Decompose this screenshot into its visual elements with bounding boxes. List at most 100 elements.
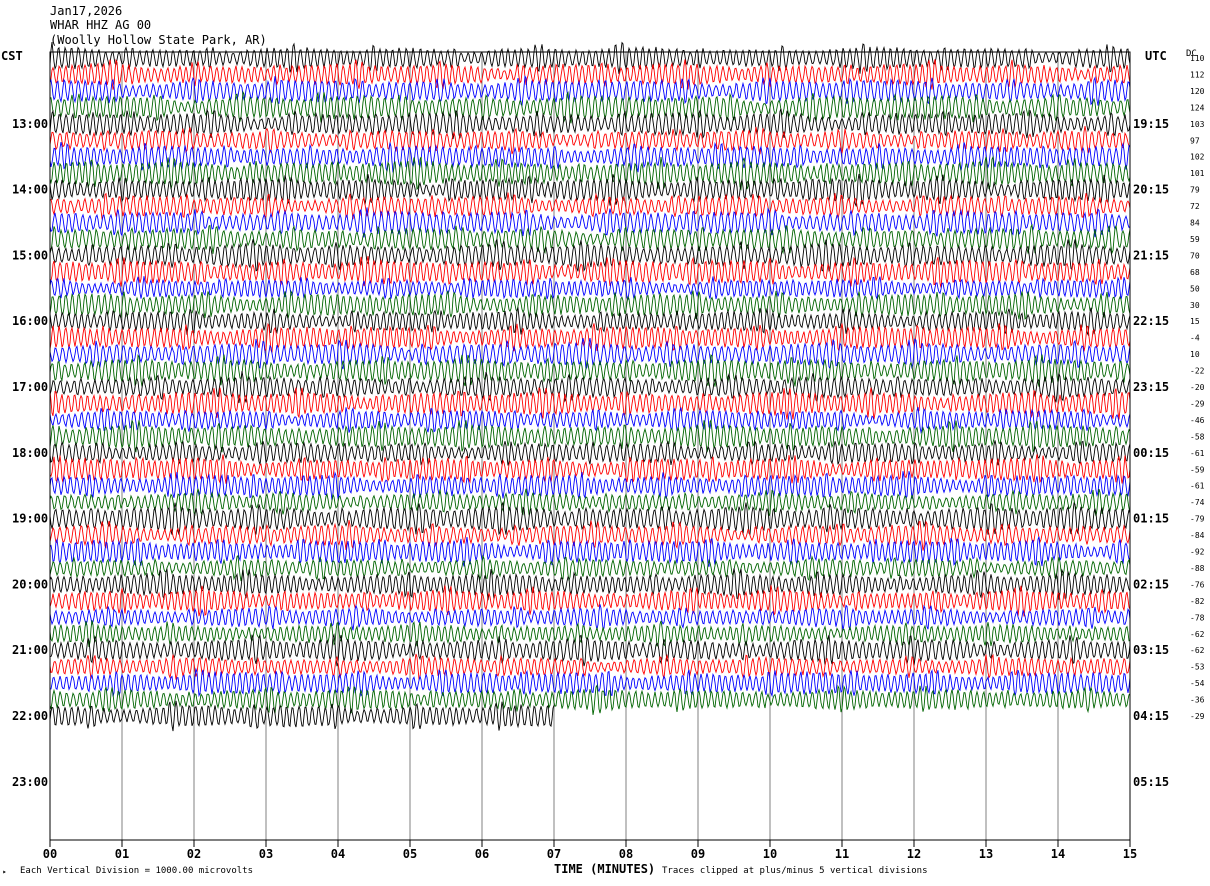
dc-offset-label: -79 — [1190, 515, 1205, 524]
trace-line — [49, 454, 1131, 485]
trace-line — [49, 58, 1131, 90]
right-time-label: 04:15 — [1133, 709, 1169, 723]
seismic-traces: 110 112 120 124 103 97 102 101 79 72 84 59 70 68 50 30 1… — [49, 41, 1205, 732]
left-time-label: 22:00 — [12, 709, 48, 723]
left-time-label: 20:00 — [12, 577, 48, 591]
dc-offset-label: 70 — [1190, 251, 1200, 260]
trace-line — [49, 700, 555, 732]
dc-offset-label: 15 — [1190, 317, 1200, 326]
dc-offset-label: -62 — [1190, 646, 1205, 655]
dc-column-header: DC — [1186, 49, 1197, 59]
x-axis-title: TIME (MINUTES) — [554, 862, 656, 876]
x-tick-label: 05 — [403, 847, 417, 861]
trace-line — [49, 585, 1131, 617]
dc-offset-label: -82 — [1190, 597, 1205, 606]
corner-mark: ‣ — [2, 868, 7, 877]
dc-offset-label: 50 — [1190, 284, 1200, 293]
plot-date: Jan17,2026 — [50, 4, 123, 18]
dc-offset-label: 120 — [1190, 87, 1205, 96]
dc-offset-label: 30 — [1190, 301, 1200, 310]
right-timezone-label: UTC — [1145, 49, 1167, 63]
dc-offset-label: 84 — [1190, 219, 1200, 228]
dc-offset-label: -92 — [1190, 548, 1205, 557]
right-time-label: 02:15 — [1133, 577, 1169, 591]
left-time-label: 21:00 — [12, 643, 48, 657]
x-tick-label: 10 — [763, 847, 777, 861]
dc-offset-label: -59 — [1190, 465, 1205, 474]
trace-line — [49, 276, 1131, 301]
trace-line — [49, 108, 1131, 140]
right-time-label: 05:15 — [1133, 775, 1169, 789]
dc-offset-label: -4 — [1190, 334, 1200, 343]
right-time-label: 23:15 — [1133, 380, 1169, 394]
dc-offset-label: -29 — [1190, 399, 1205, 408]
trace-line — [49, 536, 1131, 567]
trace-line — [49, 256, 1131, 288]
trace-line — [49, 653, 1131, 681]
trace-line — [49, 223, 1131, 255]
trace-line — [49, 126, 1131, 155]
x-tick-label: 15 — [1123, 847, 1137, 861]
dc-offset-label: -88 — [1190, 564, 1205, 573]
x-tick-label: 12 — [907, 847, 921, 861]
trace-line — [49, 471, 1131, 501]
dc-offset-label: -84 — [1190, 531, 1205, 540]
trace-line — [49, 604, 1131, 631]
x-tick-label: 09 — [691, 847, 705, 861]
dc-offset-label: -58 — [1190, 432, 1205, 441]
plot-border — [49, 51, 1131, 841]
dc-offset-label: -76 — [1190, 580, 1205, 589]
right-time-label: 03:15 — [1133, 643, 1169, 657]
dc-offset-label: 103 — [1190, 120, 1205, 129]
right-time-label: 01:15 — [1133, 512, 1169, 526]
trace-line — [49, 41, 1131, 74]
left-time-label: 15:00 — [12, 248, 48, 262]
dc-offset-label: -78 — [1190, 613, 1205, 622]
dc-offset-label: 59 — [1190, 235, 1200, 244]
left-time-label: 14:00 — [12, 183, 48, 197]
x-tick-label: 00 — [43, 847, 57, 861]
trace-line — [49, 488, 1131, 517]
scale-note: Each Vertical Division = 1000.00 microvo… — [20, 866, 253, 876]
dc-offset-label: 10 — [1190, 350, 1200, 359]
trace-line — [49, 633, 1131, 667]
x-tick-label: 14 — [1051, 847, 1065, 861]
trace-line — [49, 667, 1131, 698]
right-time-label: 00:15 — [1133, 446, 1169, 460]
x-tick-label: 02 — [187, 847, 201, 861]
x-tick-label: 11 — [835, 847, 849, 861]
station-location: (Woolly Hollow State Park, AR) — [50, 33, 267, 47]
dc-offset-label: -46 — [1190, 416, 1205, 425]
dc-offset-label: -20 — [1190, 383, 1205, 392]
plot-frame — [49, 51, 1131, 841]
x-tick-label: 04 — [331, 847, 345, 861]
trace-line — [49, 173, 1131, 208]
left-time-label: 23:00 — [12, 775, 48, 789]
right-time-label: 22:15 — [1133, 314, 1169, 328]
x-tick-label: 06 — [475, 847, 489, 861]
trace-line — [49, 338, 1131, 371]
dc-offset-label: 110 — [1190, 54, 1205, 63]
trace-line — [49, 683, 1131, 715]
right-time-label: 20:15 — [1133, 183, 1169, 197]
left-time-label: 17:00 — [12, 380, 48, 394]
trace-line — [49, 322, 1131, 354]
right-time-label: 19:15 — [1133, 117, 1169, 131]
trace-line — [49, 354, 1131, 387]
dc-offset-label: -29 — [1190, 712, 1205, 721]
trace-line — [49, 306, 1131, 337]
axis-labels: 00 01 02 03 04 05 06 07 08 09 10 11 12 13 14 15 13:00 14:… — [12, 117, 1169, 861]
dc-offset-label: -22 — [1190, 367, 1205, 376]
right-time-label: 21:15 — [1133, 248, 1169, 262]
x-tick-label: 01 — [115, 847, 129, 861]
trace-line — [49, 192, 1131, 220]
trace-line — [49, 568, 1131, 601]
dc-offset-label: -53 — [1190, 663, 1205, 672]
station-code: WHAR HHZ AG 00 — [50, 18, 152, 32]
trace-line — [49, 406, 1131, 434]
dc-offset-label: -62 — [1190, 630, 1205, 639]
trace-line — [49, 141, 1131, 173]
dc-offset-label: 102 — [1190, 153, 1205, 162]
trace-line — [49, 75, 1131, 107]
x-tick-label: 08 — [619, 847, 633, 861]
